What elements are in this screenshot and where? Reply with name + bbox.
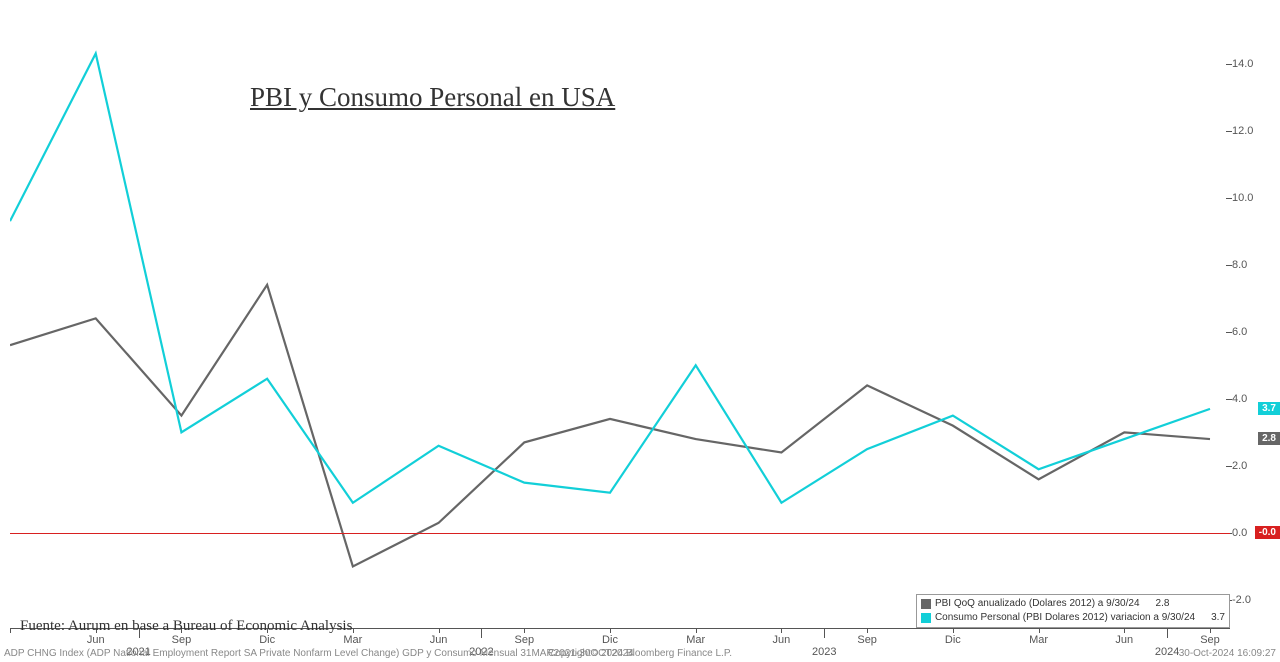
- x-tick: [524, 628, 525, 633]
- y-tick-mark: [1226, 64, 1232, 65]
- y-tick-label: 6.0: [1232, 326, 1272, 338]
- x-tick: [439, 628, 440, 633]
- series-pbi-line: [10, 285, 1210, 567]
- x-tick-label: Jun: [1115, 634, 1133, 646]
- x-year-tick: [824, 628, 825, 638]
- footer-mid: Copyright© 2024 Bloomberg Finance L.P.: [548, 648, 732, 659]
- x-year-tick: [481, 628, 482, 638]
- x-tick-label: Mar: [686, 634, 705, 646]
- x-tick-label: Mar: [343, 634, 362, 646]
- y-tick-label: -2.0: [1232, 594, 1272, 606]
- y-tick-mark: [1226, 466, 1232, 467]
- x-tick: [953, 628, 954, 633]
- x-tick-label: Sep: [1200, 634, 1220, 646]
- legend: PBI QoQ anualizado (Dolares 2012) a 9/30…: [916, 594, 1230, 628]
- x-tick: [1039, 628, 1040, 633]
- x-tick-label: Jun: [773, 634, 791, 646]
- x-year-label: 2023: [812, 646, 836, 658]
- end-badge-pbi: 2.8: [1258, 432, 1280, 445]
- zero-badge: -0.0: [1255, 526, 1280, 539]
- series-consumo-line: [10, 53, 1210, 502]
- legend-label-consumo: Consumo Personal (PBI Dolares 2012) vari…: [935, 611, 1195, 625]
- footer-right: 30-Oct-2024 16:09:27: [1179, 648, 1276, 659]
- legend-row-pbi: PBI QoQ anualizado (Dolares 2012) a 9/30…: [921, 597, 1225, 611]
- y-tick-mark: [1226, 399, 1232, 400]
- x-tick: [353, 628, 354, 633]
- source-label: Fuente: Aurum en base a Bureau of Econom…: [20, 618, 352, 635]
- legend-label-pbi: PBI QoQ anualizado (Dolares 2012) a 9/30…: [935, 597, 1140, 611]
- x-tick: [1124, 628, 1125, 633]
- x-tick: [1210, 628, 1211, 633]
- zero-line: [10, 533, 1230, 534]
- legend-row-consumo: Consumo Personal (PBI Dolares 2012) vari…: [921, 611, 1225, 625]
- y-tick-label: 12.0: [1232, 125, 1272, 137]
- x-tick: [610, 628, 611, 633]
- x-tick-label: Dic: [945, 634, 961, 646]
- x-tick-label: Sep: [514, 634, 534, 646]
- y-tick-label: 14.0: [1232, 58, 1272, 70]
- x-tick: [10, 628, 11, 633]
- chart-root: PBI y Consumo Personal en USA -2.00.02.0…: [0, 0, 1280, 662]
- y-tick-mark: [1226, 332, 1232, 333]
- x-tick: [867, 628, 868, 633]
- x-tick-label: Mar: [1029, 634, 1048, 646]
- y-tick-mark: [1226, 198, 1232, 199]
- x-tick-label: Dic: [602, 634, 618, 646]
- x-tick-label: Sep: [172, 634, 192, 646]
- x-tick-label: Jun: [430, 634, 448, 646]
- legend-swatch-pbi: [921, 599, 931, 609]
- y-tick-label: 10.0: [1232, 192, 1272, 204]
- legend-value-pbi: 2.8: [1156, 597, 1170, 611]
- x-tick-label: Dic: [259, 634, 275, 646]
- chart-lines-svg: [10, 20, 1230, 628]
- end-badge-consumo: 3.7: [1258, 402, 1280, 415]
- x-tick-label: Sep: [857, 634, 877, 646]
- x-tick-label: Jun: [87, 634, 105, 646]
- footer-left: ADP CHNG Index (ADP National Employment …: [4, 648, 634, 659]
- x-year-label: 2024: [1155, 646, 1179, 658]
- y-tick-mark: [1226, 265, 1232, 266]
- y-tick-mark: [1226, 131, 1232, 132]
- y-tick-label: 2.0: [1232, 460, 1272, 472]
- x-tick: [781, 628, 782, 633]
- legend-swatch-consumo: [921, 613, 931, 623]
- legend-value-consumo: 3.7: [1211, 611, 1225, 625]
- x-tick: [696, 628, 697, 633]
- x-year-tick: [1167, 628, 1168, 638]
- y-tick-label: 8.0: [1232, 259, 1272, 271]
